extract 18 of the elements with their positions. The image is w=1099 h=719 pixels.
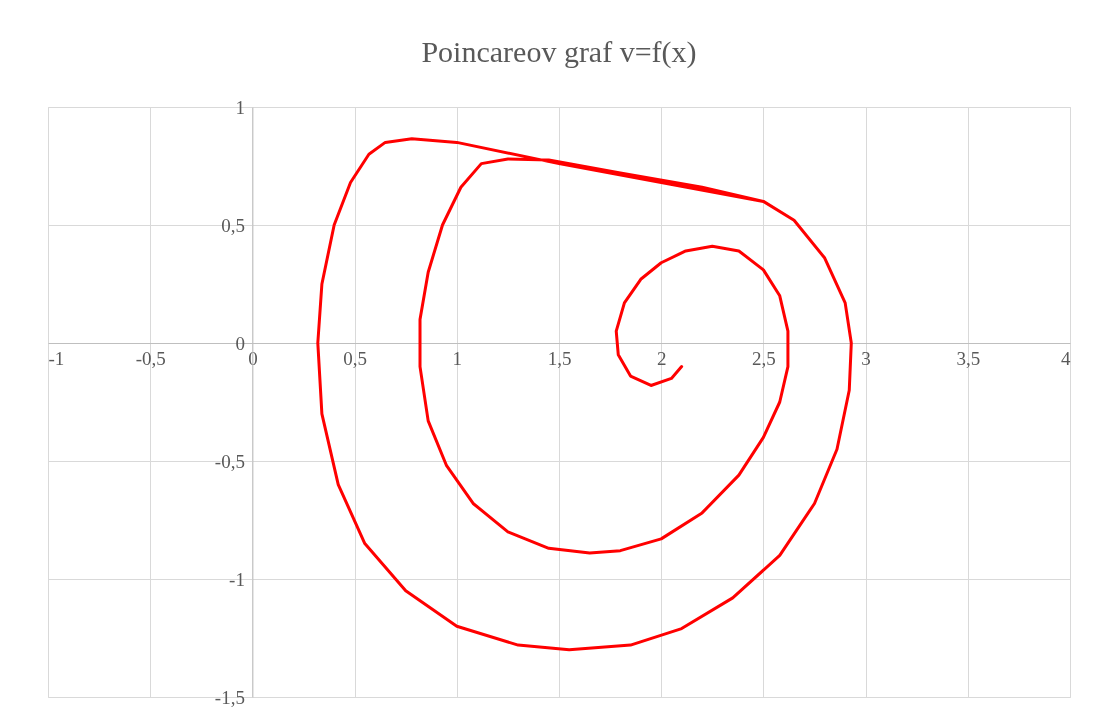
x-tick-label: 0,5	[343, 347, 367, 369]
y-tick-label: 1	[235, 96, 245, 118]
x-tick-label: -1	[48, 347, 65, 369]
x-tick-label: 1	[452, 347, 463, 369]
y-tick-label: 0	[235, 332, 245, 354]
line-series	[316, 137, 853, 652]
y-tick-label: -0,5	[214, 450, 245, 472]
x-tick-label: 3,5	[956, 347, 981, 369]
y-tick-label: 0,5	[221, 214, 245, 236]
chart-title: Poincareov graf v=f(x)	[421, 35, 697, 69]
x-tick-label: 2	[656, 347, 667, 369]
x-tick-label: 1,5	[547, 347, 572, 369]
x-tick-label: 3	[861, 347, 871, 369]
x-tick-label: -0,5	[135, 347, 166, 369]
x-tick-label: 4	[1061, 347, 1071, 369]
y-tick-label: -1	[229, 568, 245, 590]
x-tick-label: 2,5	[752, 347, 776, 369]
y-tick-label: -1,5	[214, 686, 245, 708]
